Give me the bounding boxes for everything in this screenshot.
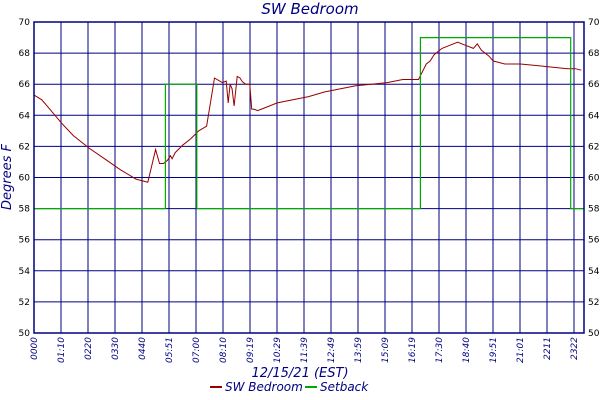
x-tick-label: 2211	[543, 337, 553, 360]
x-tick-label: 11:39	[300, 337, 310, 363]
y-tick-label: 60	[19, 174, 31, 184]
x-tick-labels: 0000 01:10 0220 0330 0440 05:51 07:00 08:10 09:1…	[30, 337, 580, 363]
y-tick-label: 68	[19, 49, 31, 59]
y-tick-label: 58	[19, 205, 31, 215]
x-tick-label: 15:09	[381, 337, 391, 363]
y-tick-label-right: 68	[588, 49, 600, 59]
y-tick-label-right: 66	[588, 80, 600, 90]
x-tick-label: 21:01	[516, 337, 526, 363]
y-tick-labels-right: 50 52 54 56 58 60 62 64 66 68 70	[588, 18, 600, 339]
y-tick-label-right: 56	[588, 236, 600, 246]
y-tick-label-right: 64	[588, 111, 600, 121]
x-tick-label: 18:40	[462, 337, 472, 363]
series-layer	[33, 36, 584, 210]
x-tick-label: 05:51	[165, 337, 175, 363]
x-tick-label: 10:29	[273, 337, 283, 363]
y-tick-label: 66	[19, 80, 31, 90]
x-tick-label: 12:49	[327, 337, 337, 363]
x-tick-label: 09:19	[246, 337, 256, 363]
y-tick-label-right: 62	[588, 142, 599, 152]
y-tick-label: 70	[19, 18, 31, 28]
y-tick-label-right: 54	[588, 267, 600, 277]
legend-label: SW Bedroom	[225, 380, 303, 394]
x-tick-label: 0220	[84, 337, 94, 360]
plot-frame	[33, 21, 585, 334]
y-tick-label: 54	[19, 267, 31, 277]
x-tick-label: 13:59	[354, 337, 364, 363]
y-tick-label: 62	[19, 142, 30, 152]
x-tick-label: 17:30	[435, 337, 445, 363]
x-tick-label: 0000	[30, 337, 40, 360]
x-tick-label: 16:19	[408, 337, 418, 363]
y-tick-label-right: 52	[588, 298, 599, 308]
y-tick-label-right: 58	[588, 205, 600, 215]
y-axis-label: Degrees F	[0, 143, 15, 210]
x-tick-label: 08:10	[219, 337, 229, 363]
y-tick-label-right: 50	[588, 329, 600, 339]
legend: SW Bedroom Setback	[210, 380, 369, 394]
y-tick-label: 64	[19, 111, 31, 121]
series-line-sw-bedroom	[33, 41, 582, 183]
series-line-setback	[34, 36, 584, 210]
y-tick-label: 56	[19, 236, 31, 246]
legend-label: Setback	[320, 380, 369, 394]
y-tick-label-right: 60	[588, 174, 600, 184]
y-tick-label: 52	[19, 298, 30, 308]
x-tick-label: 19:51	[489, 337, 499, 363]
x-axis-label: 12/15/21 (EST)	[251, 366, 348, 381]
x-tick-label: 0440	[138, 337, 148, 360]
y-tick-labels-left: 50 52 54 56 58 60 62 64 66 68 70	[19, 18, 31, 339]
y-tick-label: 50	[19, 329, 31, 339]
x-tick-label: 0330	[111, 337, 121, 360]
x-tick-label: 2322	[570, 337, 580, 360]
x-tick-label: 07:00	[192, 337, 202, 363]
x-tick-label: 01:10	[57, 337, 67, 363]
chart-title: SW Bedroom	[261, 0, 358, 18]
y-tick-label-right: 70	[588, 18, 600, 28]
